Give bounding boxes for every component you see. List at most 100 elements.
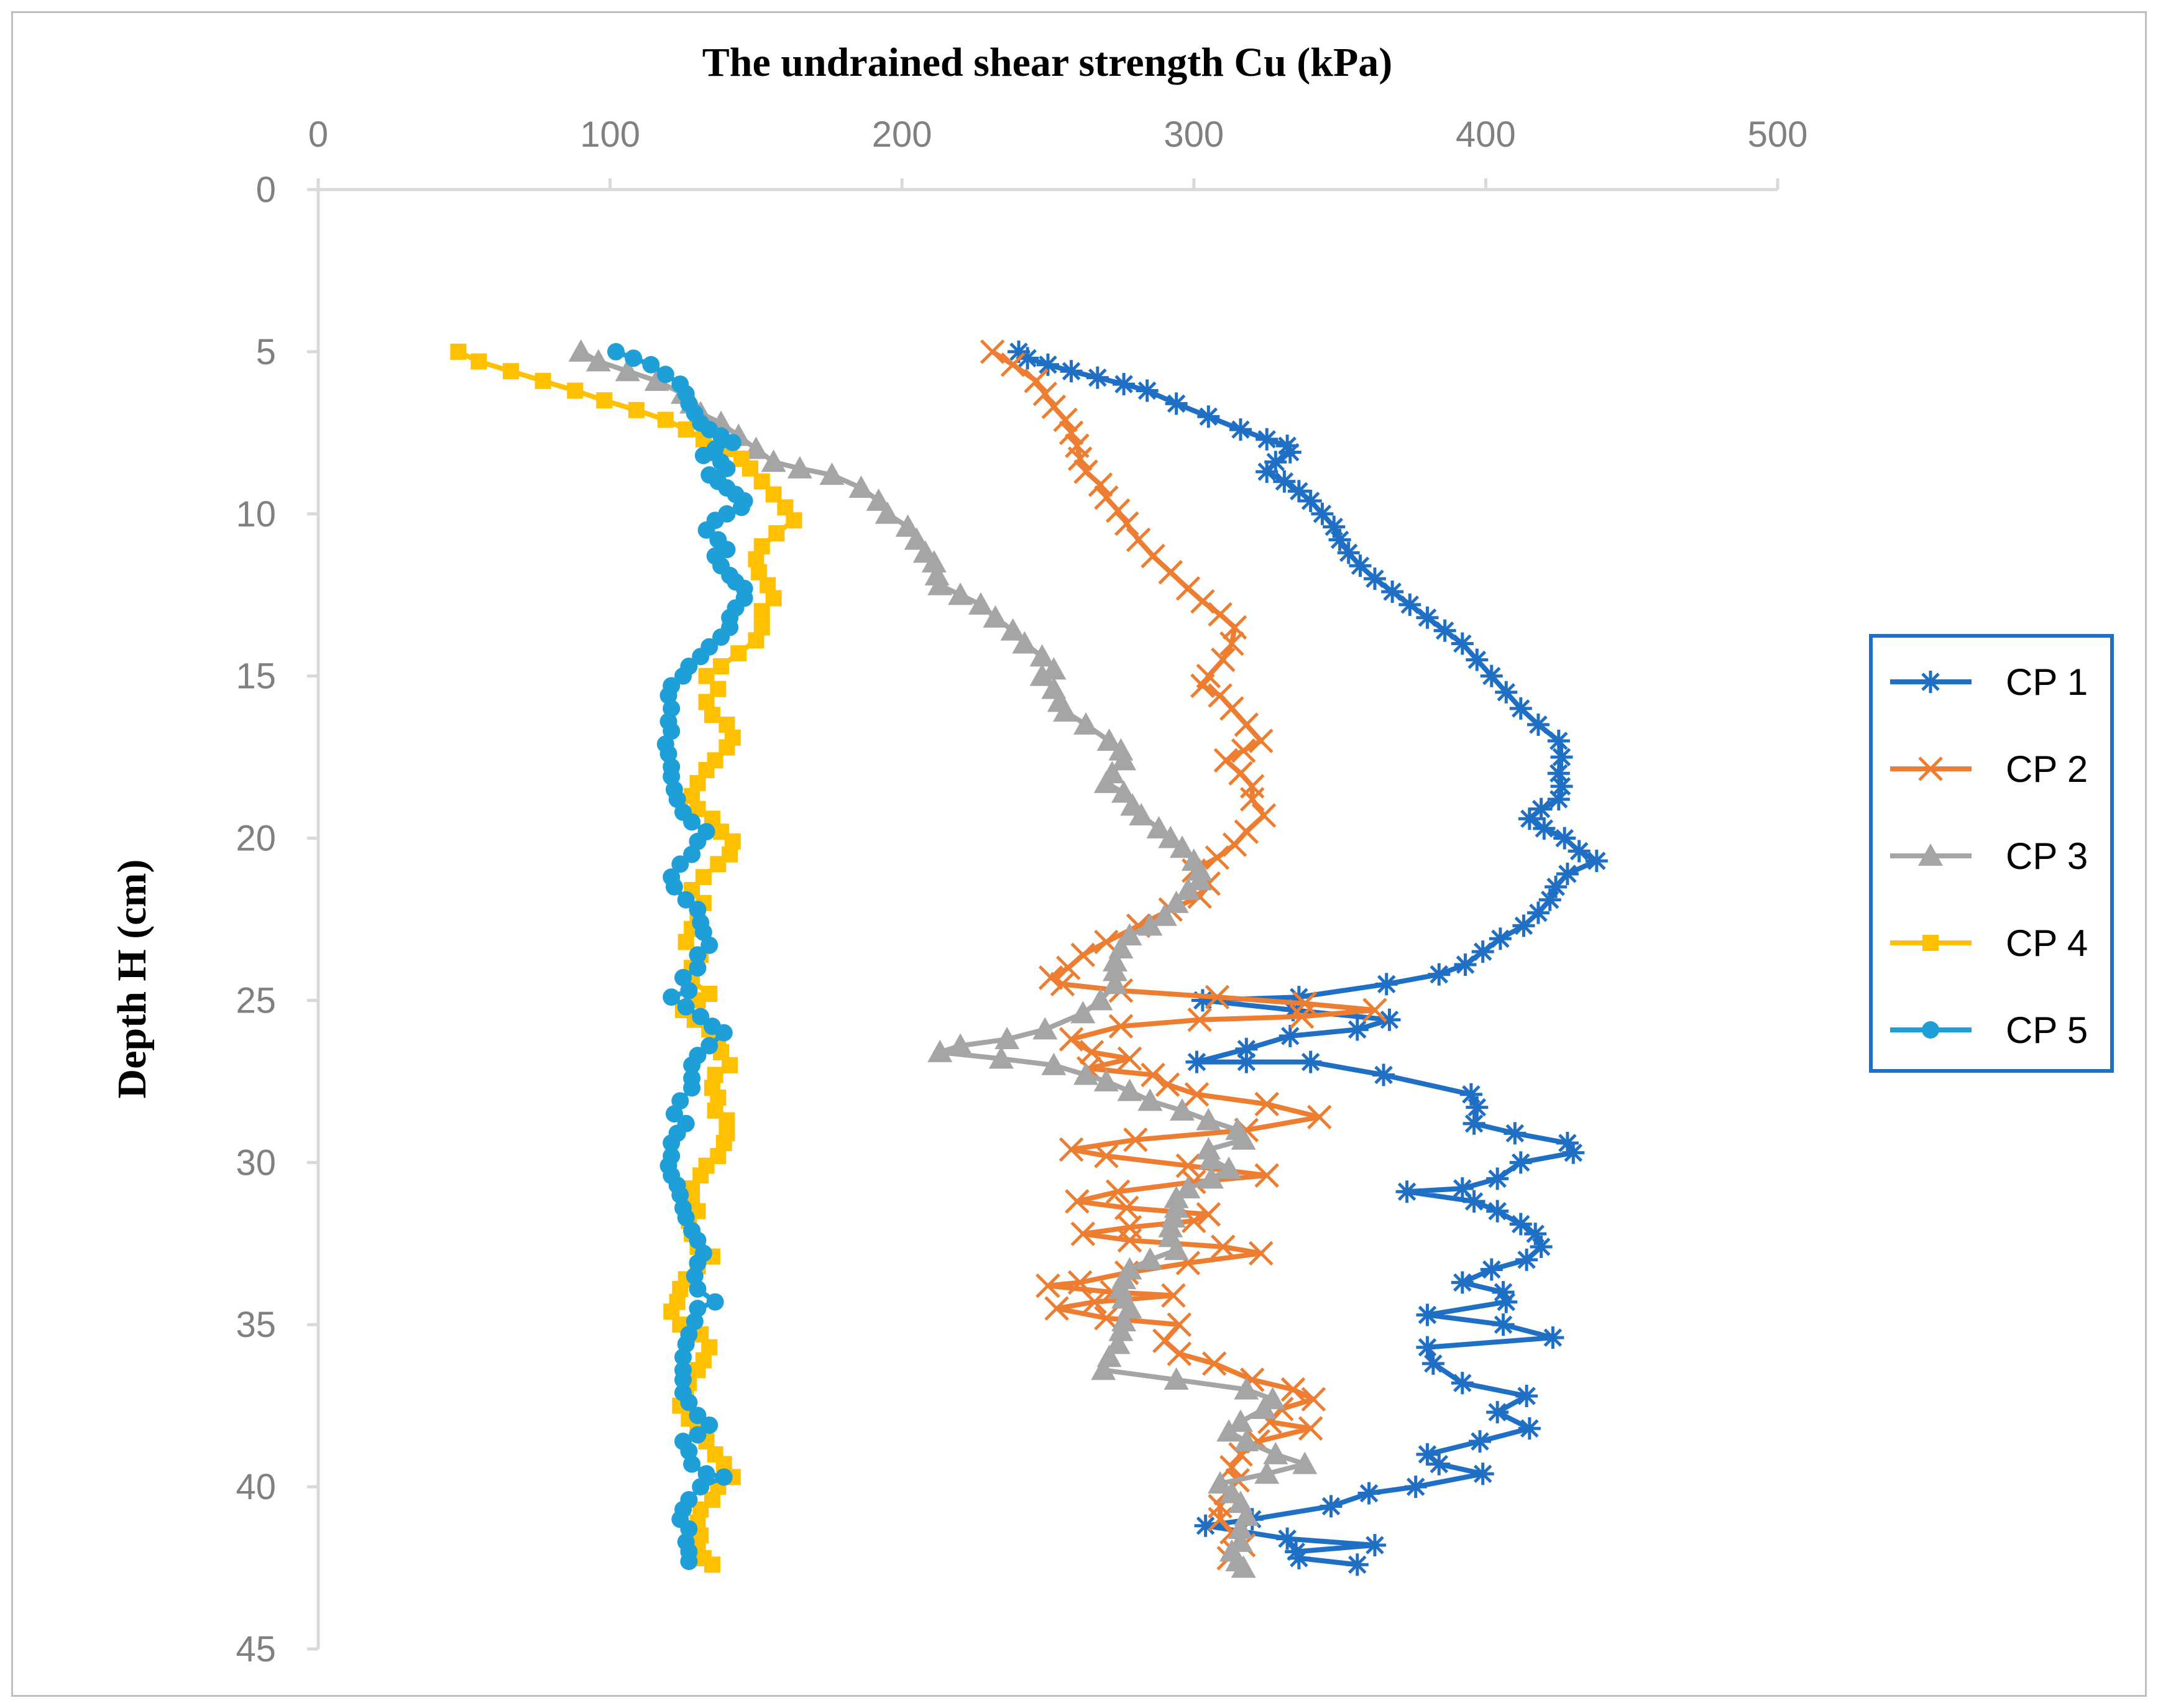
data-point (689, 1231, 707, 1249)
legend-item: CP 2 (1890, 748, 2088, 790)
data-point (1416, 606, 1439, 629)
data-point (1137, 913, 1163, 936)
data-point (1067, 446, 1093, 471)
data-point (1363, 567, 1386, 590)
data-point (1103, 958, 1128, 981)
data-point (663, 699, 681, 717)
data-point (1495, 681, 1518, 704)
data-point (1276, 1527, 1299, 1550)
data-point (663, 768, 681, 786)
data-point (1208, 1471, 1233, 1494)
data-point (568, 339, 594, 362)
y-tick-label: 10 (236, 494, 276, 535)
data-point (1111, 748, 1137, 771)
legend-items: CP 1 CP 2 CP 3 CP 4 CP 5 (1890, 661, 2088, 1051)
data-point (1070, 1001, 1096, 1024)
data-point (1000, 618, 1026, 641)
data-point (1032, 1017, 1058, 1040)
data-point (904, 527, 929, 550)
x-tick-label: 300 (1164, 114, 1224, 155)
data-point (768, 525, 785, 542)
data-point (1362, 998, 1387, 1022)
y-tick-label: 35 (236, 1305, 276, 1345)
data-point (712, 628, 730, 646)
data-point (1196, 1202, 1221, 1227)
data-point (680, 1553, 698, 1571)
data-point (1164, 1367, 1189, 1390)
data-point (1428, 963, 1451, 986)
data-point (1251, 1396, 1277, 1419)
data-point (697, 521, 715, 539)
data-point (683, 1056, 701, 1074)
data-point (1210, 1234, 1236, 1259)
data-point (663, 1134, 681, 1152)
data-point (1480, 664, 1503, 687)
data-point (1091, 1357, 1116, 1380)
data-point (1416, 1303, 1439, 1326)
data-point (1024, 369, 1049, 393)
data-point (668, 790, 686, 808)
data-point (1058, 1137, 1084, 1162)
data-point (787, 456, 812, 479)
data-point (1279, 1024, 1302, 1047)
data-point (1060, 360, 1083, 383)
data-point (1363, 1534, 1386, 1557)
data-point (689, 901, 707, 919)
data-point (1471, 1462, 1494, 1485)
data-point (677, 998, 695, 1016)
data-point (1000, 352, 1026, 377)
data-point (1105, 1331, 1131, 1354)
data-point (1235, 1037, 1258, 1060)
data-point (921, 550, 947, 573)
data-point (1234, 1429, 1259, 1452)
data-point (677, 891, 695, 909)
data-point (1357, 1482, 1380, 1505)
data-point (748, 632, 764, 649)
y-ticks: 0 5 10 15 20 25 30 35 40 45 (236, 170, 318, 1669)
data-point (680, 1520, 698, 1538)
data-point (1346, 1018, 1369, 1041)
data-point (1108, 1014, 1134, 1039)
data-point (1273, 470, 1296, 493)
x-axis-title: The undrained shear strength Cu (kPa) (702, 40, 1393, 85)
data-point (1378, 1008, 1401, 1031)
data-point (1038, 965, 1063, 990)
data-point (1053, 699, 1078, 722)
data-point (692, 648, 710, 666)
data-point (1530, 1235, 1553, 1258)
data-point (1256, 460, 1279, 483)
data-point (1301, 1387, 1326, 1412)
data-point (694, 923, 712, 941)
data-point (1292, 1451, 1318, 1474)
chart-area (11, 11, 2147, 1697)
data-point (1235, 1050, 1258, 1073)
data-point (1205, 985, 1230, 1009)
data-point (615, 359, 640, 382)
data-point (689, 1426, 707, 1444)
data-point (674, 1348, 692, 1366)
x-tick-label: 0 (308, 114, 328, 155)
data-point (1067, 1270, 1093, 1295)
data-point (1466, 648, 1489, 671)
data-point (710, 856, 727, 873)
x-tick-label: 100 (580, 114, 640, 155)
data-point (663, 988, 681, 1006)
data-point (1158, 825, 1183, 848)
data-point (1299, 1050, 1322, 1073)
data-point (1375, 973, 1398, 996)
data-point (683, 845, 701, 863)
data-point (1306, 1104, 1332, 1130)
legend-marker (1922, 1021, 1939, 1039)
data-point (1515, 1385, 1538, 1408)
data-point (1175, 1153, 1201, 1178)
data-point (689, 1300, 707, 1318)
data-point (1421, 1352, 1444, 1375)
data-point (1065, 1189, 1090, 1214)
data-point (1146, 815, 1172, 838)
data-point (1035, 1273, 1060, 1298)
data-point (994, 1027, 1020, 1050)
data-point (1094, 1306, 1119, 1331)
data-point (674, 1371, 692, 1389)
data-point (761, 449, 786, 472)
